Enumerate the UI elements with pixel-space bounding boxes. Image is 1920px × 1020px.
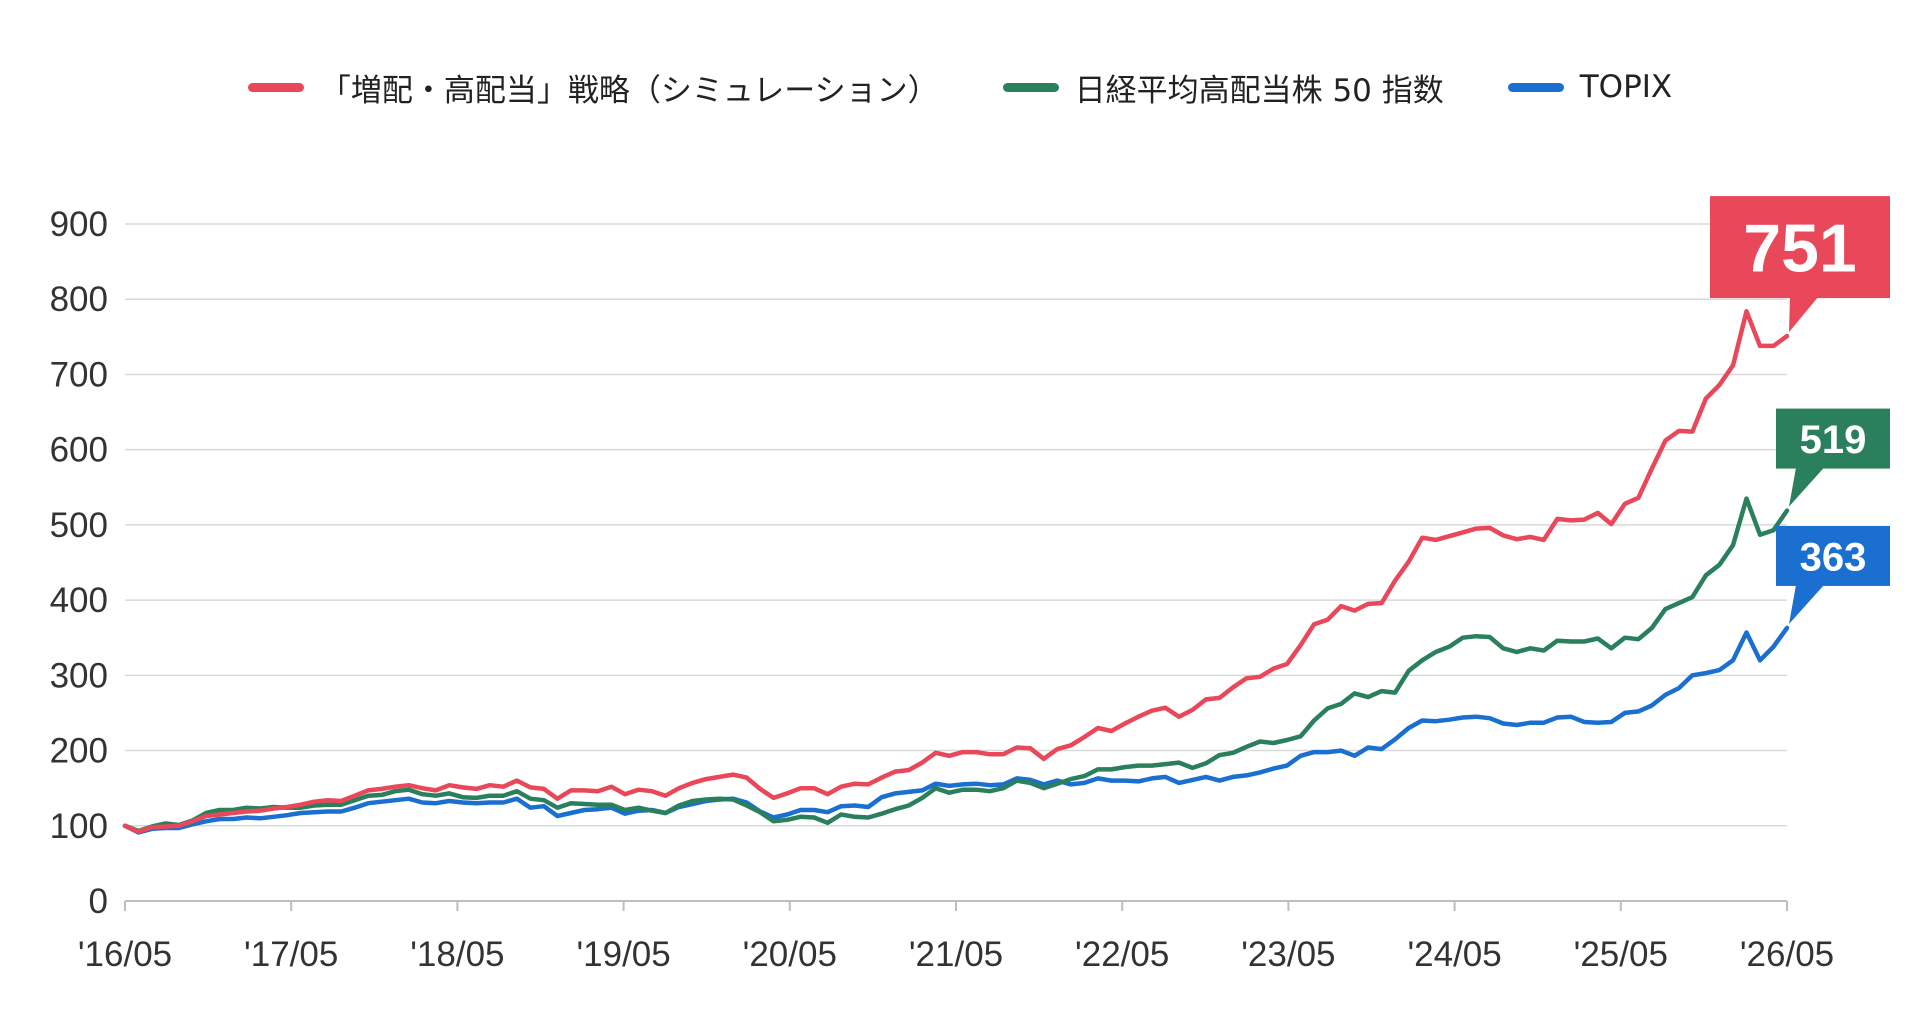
x-tick-label: '24/05 — [1407, 935, 1501, 974]
legend-item-strategy[interactable]: 「増配・高配当」戦略（シミュレーション） — [247, 65, 939, 110]
x-tick-label: '22/05 — [1075, 935, 1169, 974]
end-label-pointer — [1789, 467, 1824, 507]
series-line-0 — [122, 309, 1790, 835]
y-tick-label: 400 — [50, 581, 108, 620]
series-line-1 — [122, 496, 1790, 834]
x-tick-label: '26/05 — [1740, 935, 1834, 974]
end-label-box — [1776, 408, 1890, 469]
x-tick-label: '25/05 — [1574, 935, 1668, 974]
x-tick-label: '17/05 — [244, 935, 338, 974]
legend-swatch-nikkei — [1002, 82, 1059, 92]
series-lines — [122, 309, 1790, 835]
end-label-box — [1776, 525, 1890, 586]
x-tick-label: '23/05 — [1241, 935, 1335, 974]
x-tick-label: '18/05 — [410, 935, 504, 974]
legend-label-strategy: 「増配・高配当」戦略（シミュレーション） — [319, 72, 939, 109]
y-tick-label: 0 — [89, 882, 108, 921]
grid-lines — [125, 223, 1787, 827]
y-axis: 0 100 200 300 400 500 600 700 800 900 — [50, 205, 108, 921]
legend-label-nikkei: 日経平均高配当株 50 指数 — [1074, 72, 1444, 109]
x-axis: '16/05 '17/05 '18/05 '19/05 '20/05 '21/05 '22/… — [78, 900, 1834, 974]
y-tick-label: 700 — [50, 355, 108, 394]
y-tick-label: 100 — [50, 807, 108, 846]
end-label-pointer — [1789, 584, 1824, 624]
x-tick-label: '16/05 — [78, 935, 172, 974]
end-label-box — [1710, 196, 1890, 299]
y-tick-label: 500 — [50, 506, 108, 545]
end-label-1: 519 — [1776, 408, 1890, 507]
x-tick-label: '19/05 — [576, 935, 670, 974]
legend-swatch-strategy — [247, 82, 304, 92]
legend-item-topix[interactable]: TOPIX — [1507, 69, 1673, 105]
end-label-pointer — [1789, 297, 1818, 333]
end-label-2: 363 — [1776, 525, 1890, 624]
end-label-value: 363 — [1800, 535, 1867, 579]
end-label-value: 751 — [1743, 211, 1856, 287]
legend: 「増配・高配当」戦略（シミュレーション） 日経平均高配当株 50 指数 TOPI… — [0, 62, 1920, 112]
x-tick-label: '21/05 — [909, 935, 1003, 974]
y-tick-label: 200 — [50, 732, 108, 771]
y-tick-label: 600 — [50, 431, 108, 470]
y-tick-label: 900 — [50, 205, 108, 244]
legend-swatch-topix — [1507, 82, 1564, 92]
legend-label-topix: TOPIX — [1579, 69, 1673, 105]
series-line-2 — [122, 625, 1790, 835]
y-tick-label: 800 — [50, 280, 108, 319]
end-label-0: 751 — [1710, 196, 1890, 333]
x-tick-label: '20/05 — [743, 935, 837, 974]
y-tick-label: 300 — [50, 656, 108, 695]
end-labels: 751 519 363 — [1710, 196, 1890, 624]
legend-item-nikkei[interactable]: 日経平均高配当株 50 指数 — [1002, 65, 1444, 110]
end-label-value: 519 — [1800, 418, 1867, 462]
